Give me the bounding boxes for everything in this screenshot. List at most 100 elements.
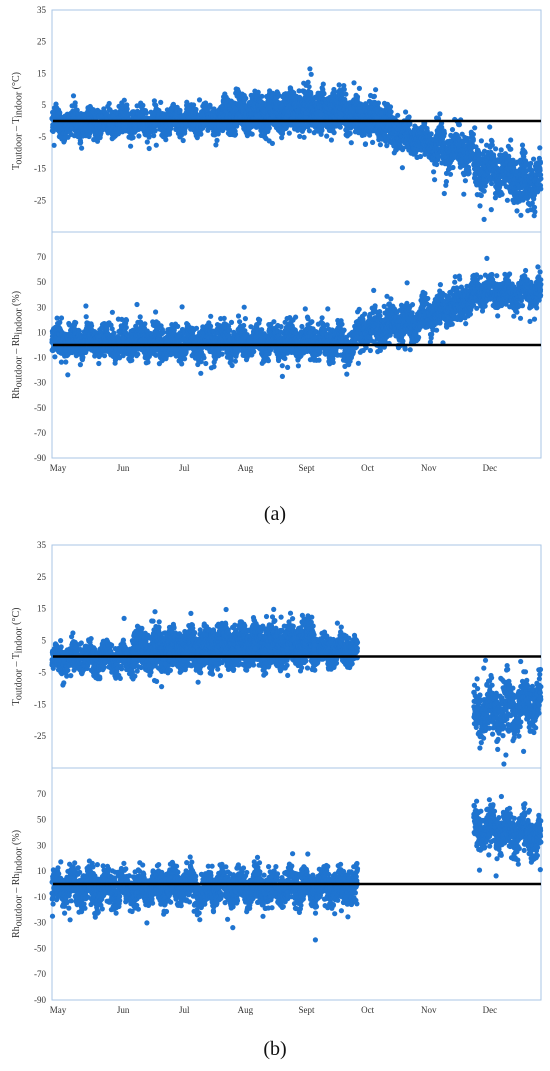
data-point [373, 87, 379, 93]
data-point [347, 130, 353, 136]
data-point [328, 137, 334, 143]
data-point [324, 133, 330, 139]
data-point [447, 171, 454, 177]
data-point [356, 85, 362, 91]
data-point [351, 80, 357, 86]
data-point [57, 110, 63, 116]
data-point [432, 177, 438, 183]
y-tick-label: 35 [37, 5, 47, 15]
data-point [229, 127, 235, 133]
data-point [241, 96, 247, 103]
data-point [441, 190, 447, 197]
data-point [70, 93, 77, 99]
data-point [417, 153, 424, 160]
data-point [140, 102, 146, 108]
data-point [431, 169, 437, 175]
data-point [306, 84, 312, 90]
data-point [443, 179, 449, 185]
data-point [388, 109, 394, 115]
y-axis-label: Toutdoor – Tindoor (°C) [11, 72, 25, 170]
data-point [308, 71, 314, 77]
data-point [79, 145, 85, 151]
data-point [407, 121, 413, 127]
data-point [428, 131, 434, 137]
data-point [387, 104, 394, 110]
y-label-text: T [11, 164, 22, 170]
data-point [305, 79, 311, 85]
data-point [72, 100, 78, 106]
data-point [348, 140, 354, 146]
data-point [153, 142, 159, 148]
data-point [146, 145, 152, 152]
data-point [462, 178, 468, 184]
chart-a-temperature: 35 25 15 5 -5 -15 -25 Toutdoor – Tindoor (°C) [11, 5, 544, 233]
y-label-text: – T [11, 118, 22, 134]
y-tick-label: -5 [39, 132, 47, 142]
data-point [143, 110, 149, 116]
data-point [78, 140, 84, 146]
data-point [51, 142, 57, 148]
data-point [198, 131, 204, 137]
data-point [378, 110, 384, 116]
data-point [377, 142, 383, 148]
y-tick-label: -15 [34, 164, 46, 174]
data-point [259, 93, 265, 99]
data-point [124, 106, 130, 112]
data-point [306, 128, 312, 134]
data-point [286, 130, 292, 136]
y-tick-label: 5 [42, 100, 47, 110]
data-point [456, 122, 462, 128]
data-point [466, 170, 472, 176]
data-point [151, 133, 157, 139]
y-tick-label: 25 [37, 37, 47, 47]
data-point [297, 133, 303, 139]
data-point [128, 143, 134, 149]
data-point [395, 112, 401, 118]
data-point [166, 131, 173, 137]
y-tick-label: 15 [37, 68, 47, 78]
data-point [177, 107, 183, 113]
data-point [106, 100, 112, 107]
data-point [280, 127, 286, 133]
data-point [180, 137, 186, 144]
data-point [321, 91, 327, 97]
y-tick-label: -25 [34, 195, 46, 205]
data-point [213, 142, 219, 148]
data-point [152, 128, 158, 134]
data-point [336, 82, 342, 88]
data-point [130, 134, 136, 141]
data-point [450, 164, 456, 171]
data-point [406, 114, 412, 120]
data-point [193, 106, 199, 113]
data-point [158, 99, 164, 105]
data-point [331, 130, 337, 136]
data-point [403, 109, 409, 115]
data-point [249, 131, 255, 137]
data-point [269, 140, 275, 146]
data-point [144, 139, 150, 145]
data-point [196, 97, 203, 103]
data-point [163, 137, 169, 143]
data-point [337, 124, 343, 130]
data-point [434, 161, 440, 168]
data-point [316, 126, 322, 132]
data-point [326, 127, 332, 133]
data-point [320, 81, 326, 87]
data-point [371, 93, 377, 99]
data-point [121, 97, 127, 103]
data-point [307, 66, 313, 72]
data-point [399, 165, 405, 171]
data-point [74, 107, 80, 113]
data-point [340, 91, 346, 97]
data-point [301, 134, 307, 140]
data-point [341, 86, 347, 92]
data-point [449, 127, 456, 133]
data-point [461, 191, 467, 197]
data-point [318, 111, 324, 118]
y-label-subscript: outdoor [14, 133, 25, 165]
data-point [255, 89, 261, 95]
data-point [214, 137, 220, 143]
data-point [441, 130, 447, 136]
data-point [264, 127, 270, 133]
